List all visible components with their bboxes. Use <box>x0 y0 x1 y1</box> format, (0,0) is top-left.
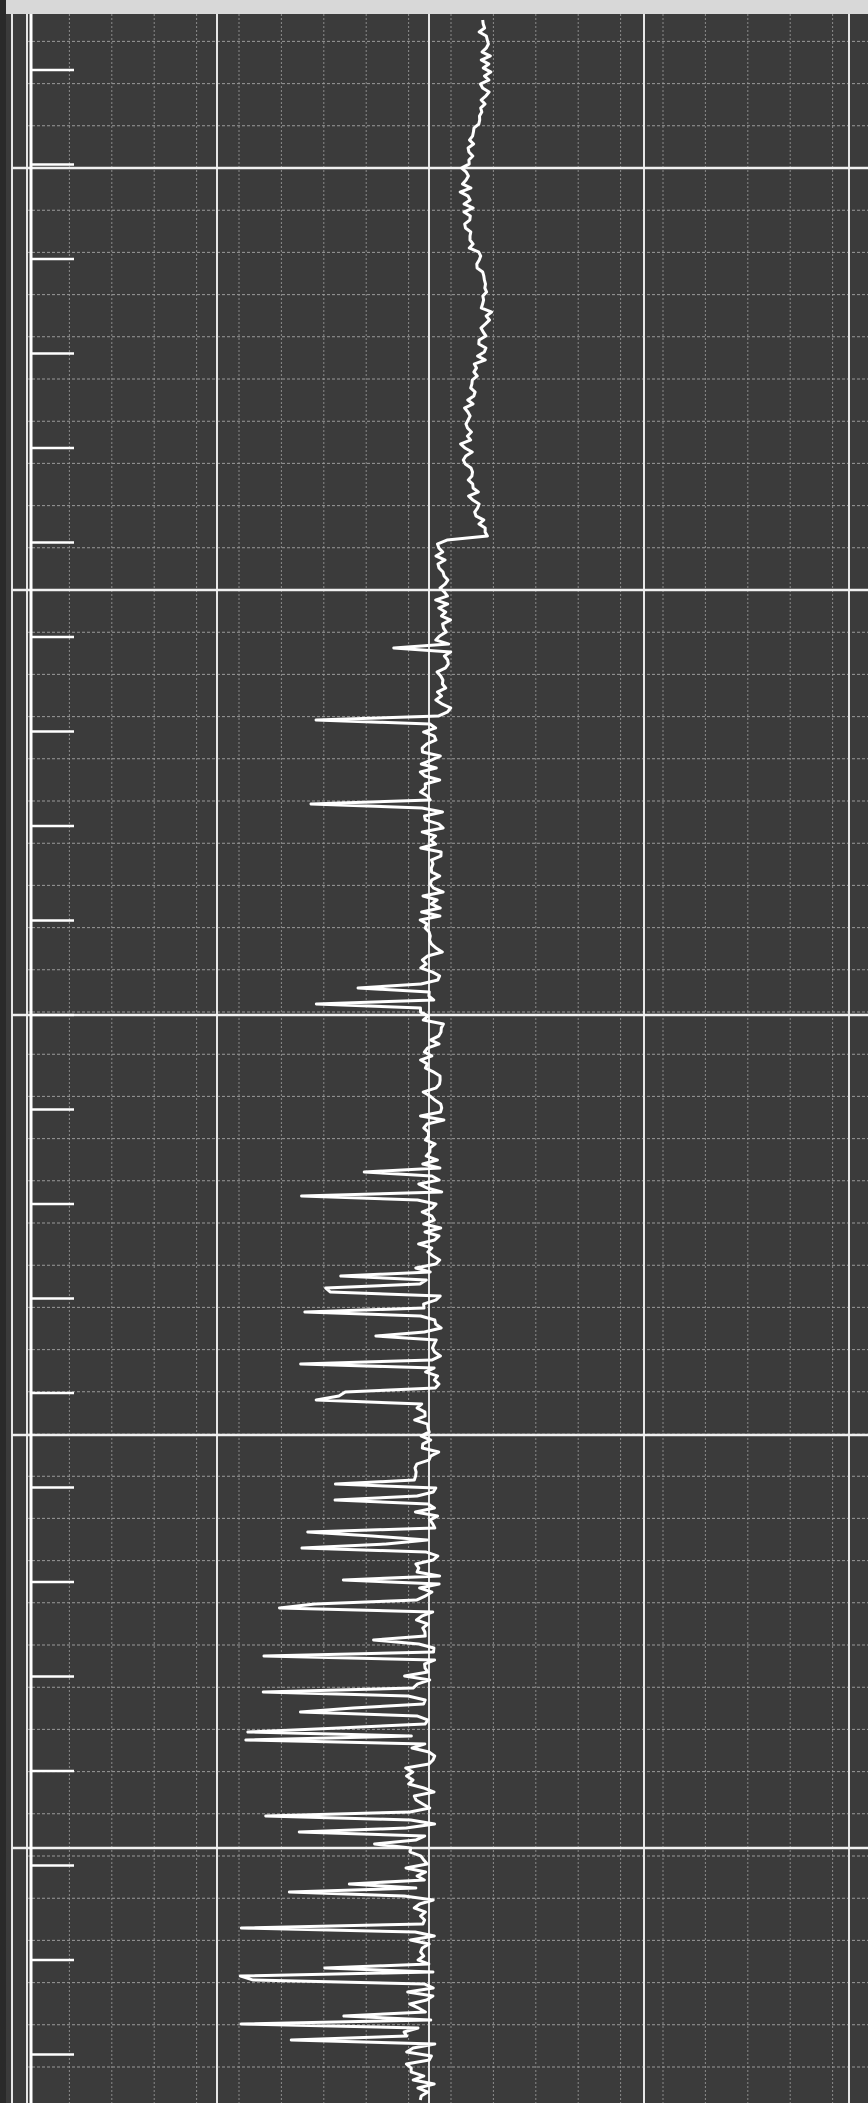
top-edge <box>0 0 868 14</box>
grid <box>11 14 868 2103</box>
timing-marks <box>29 14 74 2103</box>
trace-line <box>238 19 494 2101</box>
left-edge <box>0 0 6 2103</box>
trace <box>238 19 494 2101</box>
